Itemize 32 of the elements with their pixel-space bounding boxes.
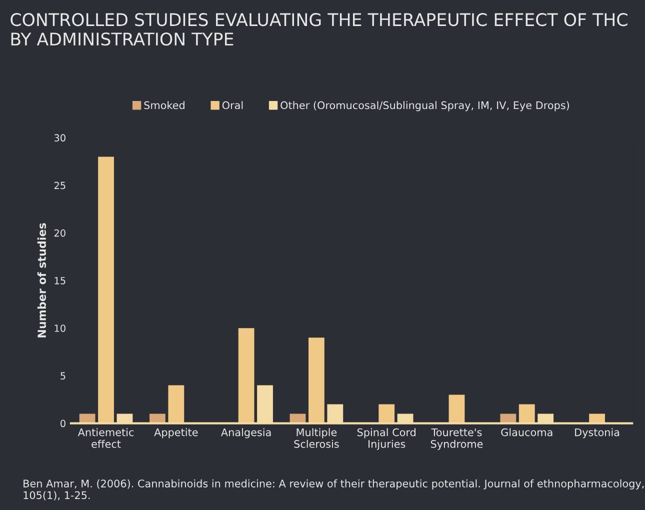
x-tick-label: Multiple Sclerosis [294, 428, 339, 448]
bar [79, 414, 96, 424]
bar [150, 414, 166, 424]
bar [308, 338, 324, 424]
y-tick-label: 0 [60, 420, 66, 428]
y-tick-label: 10 [54, 324, 66, 332]
bar [238, 328, 254, 424]
y-axis-title: Number of studies [37, 223, 46, 338]
legend-label: Other (Oromucosal/Sublingual Spray, IM, IV, Eye Drops) [280, 101, 570, 112]
bar [98, 156, 114, 424]
x-tick-label: Glaucoma [501, 428, 552, 436]
bar [500, 414, 516, 424]
x-tick-label: Spinal Cord Injuries [357, 428, 416, 450]
bar [448, 394, 465, 424]
legend-label: Smoked [144, 101, 184, 110]
text: Ben Amar, M. (2006). Cannabinoids in medicine: A review of their therapeutic potential. Journal of ethnopharmacology, 105(1), 1-25. [24, 479, 644, 500]
chart-title: CONTROLLED STUDIES EVALUATING THE THERAPEUTIC EFFECT OF THC BY ADMINISTRATION TYPE [10, 13, 628, 46]
y-tick-label: 5 [60, 372, 66, 380]
x-tick-label: Appetite [154, 428, 198, 438]
x-tick-label: Analgesia [221, 428, 271, 438]
y-tick-label: 25 [54, 182, 66, 190]
x-tick-label: Tourette's Syndrome [430, 428, 483, 450]
x-tick-label: Antiemetic effect [78, 428, 134, 448]
y-tick-label: 15 [54, 277, 66, 284]
bar [168, 385, 184, 424]
y-tick-label: 20 [54, 229, 66, 237]
bar [589, 414, 605, 424]
legend-label: Oral [222, 101, 243, 110]
x-tick-label: Dystonia [575, 428, 620, 438]
bar [518, 404, 535, 424]
y-tick-label: 30 [54, 134, 66, 142]
bar [378, 404, 395, 424]
